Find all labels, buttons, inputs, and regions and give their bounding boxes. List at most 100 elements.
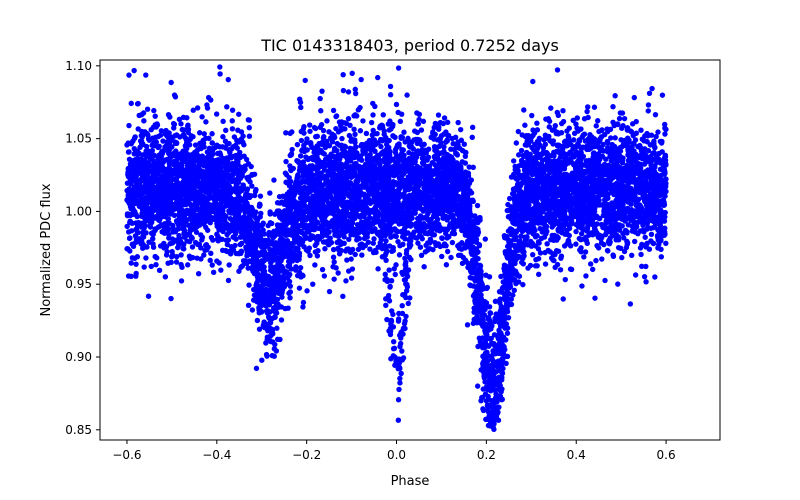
data-point [341, 234, 347, 240]
data-point [595, 202, 602, 208]
data-point [430, 226, 436, 233]
data-point [421, 264, 427, 270]
data-point [203, 119, 209, 125]
data-point [283, 158, 289, 165]
data-point [208, 234, 215, 241]
data-point [286, 290, 292, 296]
data-point [201, 252, 207, 258]
data-point [516, 152, 522, 158]
data-point [229, 126, 236, 132]
data-point [150, 231, 156, 238]
data-point [441, 148, 447, 154]
data-point [474, 383, 481, 389]
data-point [287, 295, 293, 301]
data-point [199, 114, 205, 120]
data-point [441, 115, 448, 121]
data-point [632, 137, 639, 143]
data-point [134, 156, 141, 162]
data-point [534, 120, 540, 126]
data-point [312, 242, 318, 249]
data-point [238, 264, 244, 270]
data-point [645, 148, 652, 154]
data-point [129, 255, 136, 261]
data-point [256, 326, 263, 332]
data-point [578, 230, 585, 237]
data-point [165, 260, 171, 266]
data-point [388, 278, 395, 284]
data-point [299, 185, 305, 192]
data-point [620, 123, 626, 129]
data-point [141, 118, 147, 124]
data-point [189, 244, 196, 250]
data-point [375, 266, 381, 272]
data-point [431, 232, 438, 238]
data-point [363, 130, 370, 137]
data-point [152, 113, 158, 119]
data-point [383, 238, 389, 244]
data-point [297, 153, 304, 159]
data-point [511, 287, 517, 294]
data-point [477, 214, 483, 221]
data-point [367, 246, 373, 252]
data-point [449, 135, 455, 142]
data-point [239, 240, 245, 247]
data-point [128, 260, 134, 266]
data-point [201, 131, 207, 137]
data-point [343, 278, 349, 284]
data-point [252, 192, 258, 199]
data-point [230, 221, 236, 227]
data-point [124, 180, 131, 186]
data-point [178, 278, 185, 284]
data-point [625, 152, 631, 158]
data-point [344, 257, 350, 263]
data-point [518, 147, 525, 154]
data-point [573, 149, 580, 155]
data-point [503, 360, 509, 367]
data-point [288, 167, 294, 174]
data-point [418, 252, 425, 259]
data-point [390, 133, 396, 139]
data-point [196, 130, 203, 136]
data-point [593, 123, 599, 129]
data-point [493, 311, 499, 317]
data-point [644, 226, 650, 232]
data-point [273, 348, 280, 354]
data-point [210, 269, 217, 275]
data-point [214, 258, 220, 264]
data-point [209, 262, 215, 268]
data-point [358, 76, 364, 83]
data-point [537, 250, 544, 256]
data-point [153, 261, 159, 268]
data-point [246, 125, 252, 131]
data-point [475, 343, 481, 350]
data-point [245, 302, 252, 308]
data-point [455, 252, 462, 259]
data-point [612, 135, 618, 141]
data-point [370, 127, 376, 134]
data-point [391, 233, 398, 239]
data-point [466, 164, 472, 170]
data-point [194, 105, 201, 111]
data-point [207, 257, 213, 264]
data-point [320, 192, 327, 199]
data-point [264, 353, 270, 359]
data-point [267, 209, 273, 215]
data-point [591, 104, 598, 110]
data-point [499, 374, 505, 381]
data-point [236, 111, 242, 117]
data-point [330, 246, 337, 253]
data-point [531, 147, 537, 153]
data-point [655, 129, 661, 135]
data-point [372, 103, 378, 110]
data-point [548, 237, 554, 243]
data-point [190, 107, 196, 113]
data-point [539, 157, 546, 164]
data-point [568, 219, 574, 225]
data-point [163, 244, 170, 250]
data-point [192, 142, 199, 148]
data-point [305, 229, 312, 235]
data-point [625, 222, 632, 228]
data-point [318, 121, 325, 128]
data-point [368, 119, 375, 126]
data-point [220, 118, 226, 125]
